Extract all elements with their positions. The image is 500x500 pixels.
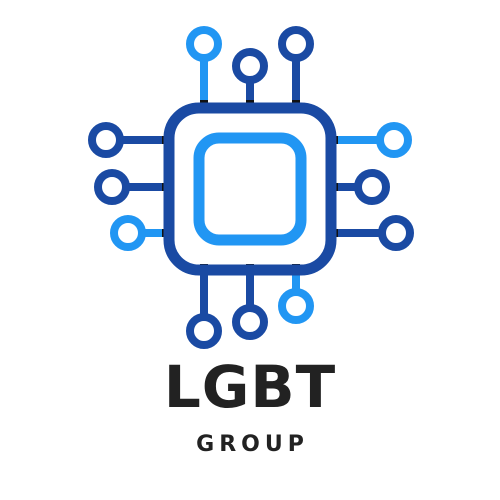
chip-outer-body: [169, 108, 331, 270]
brand-name: LGBT: [0, 352, 500, 422]
circuit-chip-icon: [0, 0, 500, 360]
circuit-leads: [120, 56, 382, 318]
chip-inner-core: [199, 138, 301, 240]
brand-tagline: GROUP: [0, 430, 500, 460]
chip-pin-markers: [162, 100, 338, 274]
